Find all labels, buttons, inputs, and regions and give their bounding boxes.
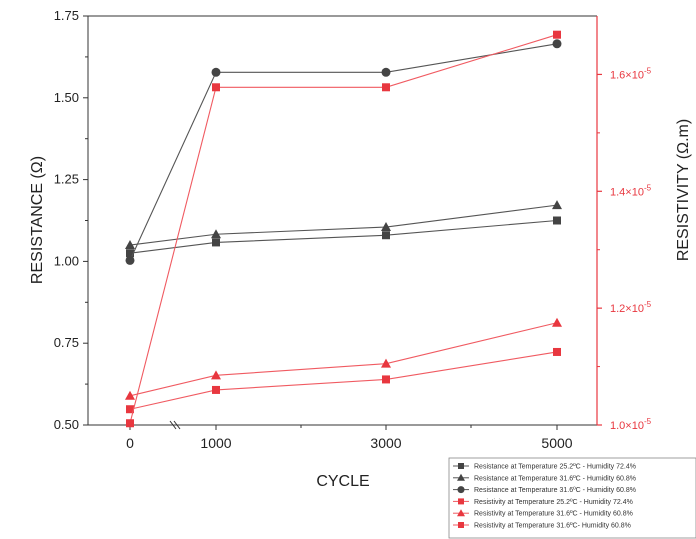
series-5 [125, 318, 562, 400]
series-line [130, 44, 557, 261]
data-point [126, 256, 135, 265]
right-tick-label: 1.2×10-5 [610, 300, 652, 315]
legend-item: Resistance at Temperature 31.6ºC - Humid… [453, 486, 636, 494]
legend-item: Resistance at Temperature 31.6ºC - Humid… [453, 474, 636, 483]
left-tick-label: 1.00 [54, 253, 79, 268]
legend-label: Resistance at Temperature 31.6ºC - Humid… [474, 487, 636, 494]
bottom-tick-label: 3000 [370, 435, 401, 451]
bottom-tick-label: 1000 [200, 435, 231, 451]
legend-marker [458, 486, 465, 493]
series-4 [126, 348, 561, 413]
tick-labels: 0.50 0.75 1.00 1.25 1.50 1.75 0 1000 3000 5000 1.0… [54, 8, 652, 451]
x-axis-title: CYCLE [316, 473, 369, 490]
bottom-tick-label: 0 [126, 435, 134, 451]
data-point [212, 386, 220, 394]
right-y-axis-title: RESISTIVITY (Ω.m) [675, 119, 692, 261]
data-point [553, 217, 561, 225]
legend: Resistance at Temperature 25.2ºC - Humid… [449, 458, 696, 538]
data-point [212, 238, 220, 246]
legend-marker [458, 522, 464, 528]
left-tick-label: 1.50 [54, 90, 79, 105]
legend-item: Resistivity at Temperature 31.6ºC- Humid… [453, 522, 631, 530]
left-tick-label: 1.25 [54, 172, 79, 187]
series-layer [125, 31, 562, 428]
right-tick-label: 1.0×10-5 [610, 417, 652, 432]
left-tick-label: 1.75 [54, 8, 79, 23]
series-line [130, 205, 557, 245]
series-line [130, 323, 557, 396]
left-tick-label: 0.75 [54, 335, 79, 350]
legend-label: Resistivity at Temperature 31.6ºC- Humid… [474, 523, 631, 530]
data-point [382, 231, 390, 239]
series-3 [126, 39, 562, 265]
data-point [553, 39, 562, 48]
legend-item: Resistance at Temperature 25.2ºC - Humid… [453, 463, 636, 471]
data-point [126, 419, 134, 427]
data-point [553, 348, 561, 356]
right-tick-label: 1.6×10-5 [610, 66, 652, 81]
data-point [552, 200, 562, 209]
data-point [552, 318, 562, 327]
data-point [382, 375, 390, 383]
legend-item: Resistivity at Temperature 31.6ºC - Humi… [453, 509, 633, 518]
bottom-tick-label: 5000 [541, 435, 572, 451]
left-y-axis-title: RESISTANCE (Ω) [29, 156, 46, 284]
data-point [382, 83, 390, 91]
left-tick-label: 0.50 [54, 417, 79, 432]
legend-marker [458, 463, 464, 469]
right-tick-label: 1.4×10-5 [610, 183, 652, 198]
data-point [382, 68, 391, 77]
legend-label: Resistance at Temperature 25.2ºC - Humid… [474, 464, 636, 471]
series-2 [125, 200, 562, 249]
legend-label: Resistance at Temperature 31.6ºC - Humid… [474, 475, 636, 482]
data-point [212, 68, 221, 77]
data-point [212, 83, 220, 91]
legend-item: Resistivity at Temperature 25.2ºC - Humi… [453, 498, 633, 506]
legend-marker [458, 498, 464, 504]
legend-label: Resistivity at Temperature 31.6ºC - Humi… [474, 511, 633, 518]
legend-label: Resistivity at Temperature 25.2ºC - Humi… [474, 499, 633, 506]
data-point [553, 31, 561, 39]
